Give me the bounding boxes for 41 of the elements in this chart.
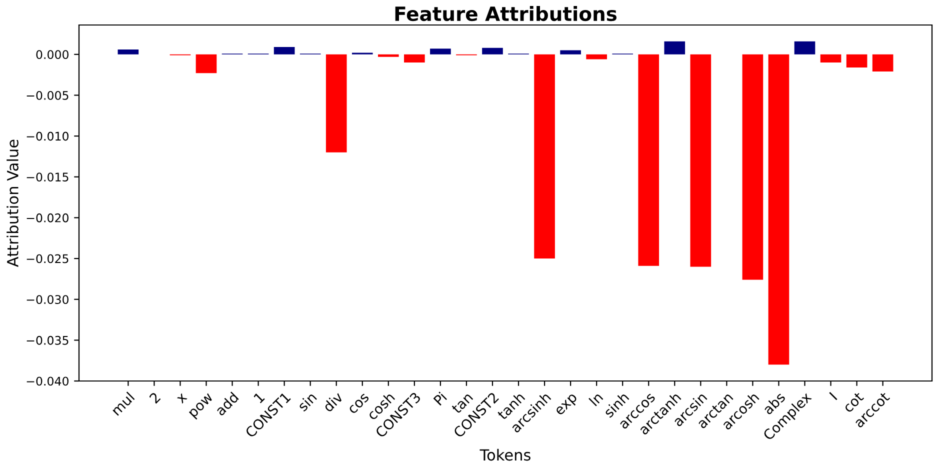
bar xyxy=(560,50,581,54)
bar xyxy=(820,54,842,63)
y-tick-label: −0.030 xyxy=(26,295,68,304)
y-tick-label: 0.000 xyxy=(36,50,68,60)
y-tick-label: −0.035 xyxy=(26,336,68,345)
x-tick-label: ln xyxy=(588,392,604,406)
x-tick-label: div xyxy=(322,391,344,413)
x-tick-label: exp xyxy=(555,393,580,418)
x-tick-label: 2 xyxy=(148,392,161,404)
chart-title: Feature Attributions xyxy=(395,6,617,22)
x-tick-label: x xyxy=(176,393,188,404)
bar xyxy=(768,54,790,365)
bar xyxy=(638,54,660,266)
bar xyxy=(378,54,399,57)
bar xyxy=(118,49,139,54)
y-tick-label: −0.020 xyxy=(26,213,68,222)
bar xyxy=(846,54,868,68)
bar xyxy=(872,54,894,72)
x-tick-label: I xyxy=(829,392,838,400)
bar xyxy=(690,54,712,267)
bar xyxy=(274,47,295,54)
bar xyxy=(404,54,425,63)
bar xyxy=(742,54,764,280)
bar xyxy=(586,54,607,60)
bar xyxy=(794,41,816,54)
y-tick-label: −0.025 xyxy=(26,254,68,264)
x-tick-label: sin xyxy=(296,392,318,412)
x-axis-title: Tokens xyxy=(480,448,530,461)
y-tick-label: −0.015 xyxy=(26,172,68,182)
bar xyxy=(430,48,451,54)
bar xyxy=(196,54,217,74)
bar xyxy=(664,41,686,54)
y-tick-label: −0.005 xyxy=(26,90,68,100)
y-tick-label: −0.010 xyxy=(26,132,68,141)
bar xyxy=(534,54,555,259)
bar xyxy=(482,48,503,54)
x-tick-label: cos xyxy=(348,393,370,414)
bar xyxy=(326,54,347,152)
x-tick-label: Pi xyxy=(432,392,447,406)
y-axis-title: Attribution Value xyxy=(6,140,18,267)
y-tick-label: −0.040 xyxy=(26,376,68,386)
